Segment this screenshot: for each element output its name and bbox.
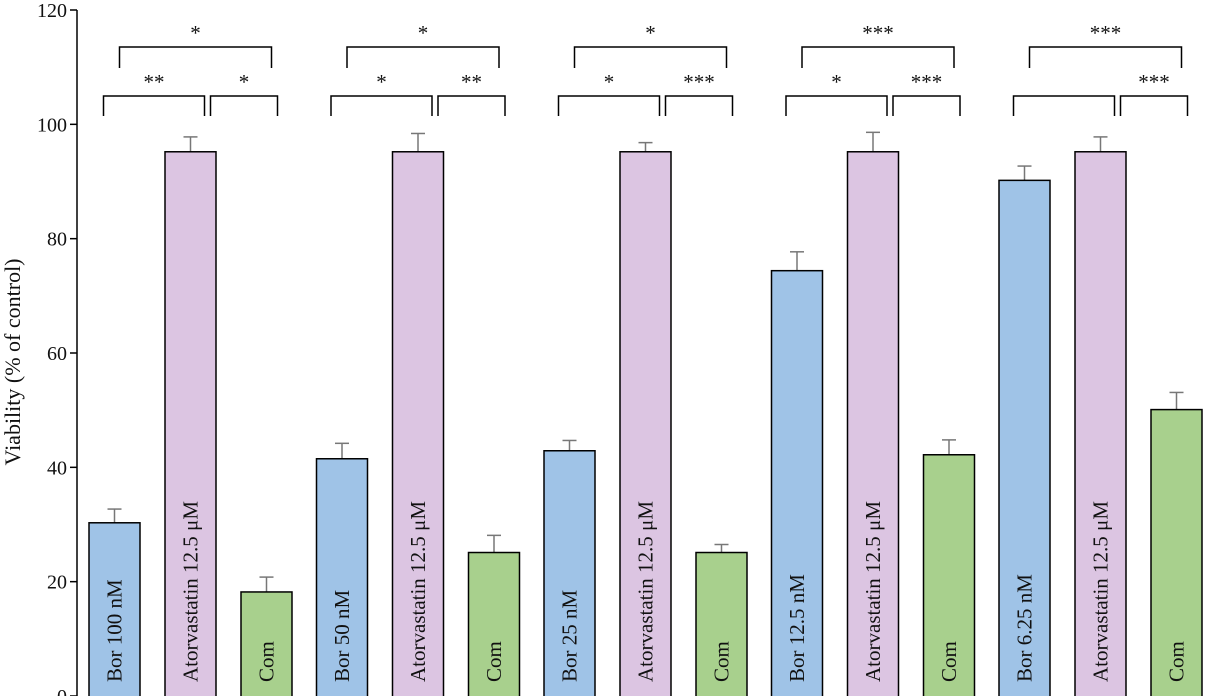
bar-label: Atorvastatin 12.5 μM [634, 501, 658, 682]
significance-bracket-left [785, 95, 888, 116]
bar [1074, 151, 1127, 696]
significance-bracket-left [330, 95, 433, 116]
bar [543, 450, 596, 696]
bar-label: Atorvastatin 12.5 μM [406, 501, 430, 682]
bar-label: Bor 50 nM [330, 590, 354, 683]
bar-label: Com [710, 641, 734, 682]
significance-bracket-right [209, 95, 279, 116]
bar [770, 269, 824, 696]
significance-bracket-outer [118, 46, 273, 68]
bar-label: Com [255, 641, 279, 682]
bar-label: Bor 25 nM [558, 590, 582, 683]
bar [1150, 408, 1203, 696]
bar-label: Com [1165, 641, 1189, 682]
significance-bracket-right [664, 95, 734, 116]
bar [922, 454, 976, 696]
significance-brackets: *** *** **** ******* ********* [102, 21, 1189, 116]
bar [695, 551, 748, 696]
bar-label: Com [482, 641, 506, 682]
y-tick-label: 120 [37, 0, 67, 22]
bar [164, 151, 217, 696]
y-tick-label: 80 [47, 229, 67, 251]
significance-label-outer: * [418, 21, 429, 45]
y-tick-label: 20 [47, 572, 67, 594]
significance-bracket-outer [573, 46, 728, 68]
significance-label-left: * [376, 70, 387, 94]
significance-label-left: * [604, 70, 615, 94]
significance-bracket-right [437, 95, 506, 116]
bar-series: Bor 100 nM Atorvastatin 12.5 μM Com Bor 50 … [88, 131, 1203, 696]
significance-label-outer: *** [1090, 21, 1122, 45]
bar [846, 151, 900, 696]
significance-label-right: ** [461, 70, 482, 94]
significance-bracket-right [1119, 95, 1189, 116]
significance-label-left: ** [144, 70, 165, 94]
significance-bracket-outer [1028, 46, 1183, 68]
significance-bracket-left [557, 95, 661, 116]
significance-bracket-outer [346, 46, 500, 68]
significance-label-outer: * [190, 21, 201, 45]
bar-label: Bor 6.25 nM [1013, 574, 1037, 682]
significance-label-right: *** [683, 70, 715, 94]
bar-label: Atorvastatin 12.5 μM [1089, 501, 1113, 682]
bar [88, 522, 141, 696]
significance-label-right: * [239, 70, 250, 94]
bar [467, 551, 521, 696]
bar-label: Atorvastatin 12.5 μM [861, 501, 885, 682]
significance-label-left: * [831, 70, 842, 94]
y-tick-label: 0 [57, 686, 67, 696]
bar [391, 151, 445, 696]
y-axis-title: Viability (% of control) [0, 258, 25, 465]
significance-label-right: *** [1138, 70, 1170, 94]
significance-bracket-outer [801, 46, 955, 68]
y-tick-label: 100 [37, 114, 67, 136]
y-tick-label: 40 [47, 457, 67, 479]
bar [240, 591, 293, 696]
bar-label: Bor 100 nM [103, 579, 127, 682]
bar [998, 179, 1051, 696]
significance-bracket-left [1012, 95, 1116, 116]
y-tick-label: 60 [47, 343, 67, 365]
significance-bracket-right [892, 95, 961, 116]
bar-label: Atorvastatin 12.5 μM [179, 501, 203, 682]
significance-label-right: *** [911, 70, 943, 94]
bar [315, 458, 369, 696]
significance-label-outer: *** [862, 21, 894, 45]
significance-bracket-left [102, 95, 206, 116]
bar-label: Com [937, 641, 961, 682]
bar-label: Bor 12.5 nM [785, 574, 809, 682]
bar [619, 151, 672, 696]
significance-label-outer: * [645, 21, 656, 45]
y-axis: 0 20 40 60 80 100 120 [37, 0, 78, 696]
